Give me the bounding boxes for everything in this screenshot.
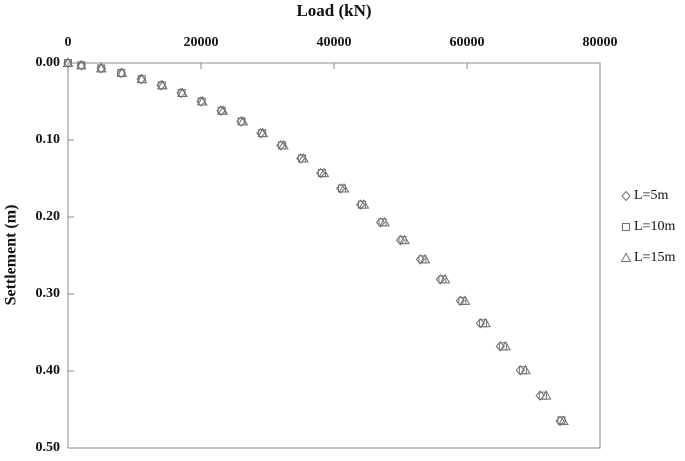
data-point: [540, 390, 552, 400]
legend-marker: [621, 190, 631, 202]
data-point: [278, 139, 289, 150]
data-point: [63, 57, 73, 69]
legend-marker: [620, 252, 632, 262]
data-point: [338, 182, 350, 193]
legend-label: L=10m: [634, 219, 675, 234]
data-point: [520, 364, 531, 375]
data-point: [318, 167, 330, 178]
data-point: [515, 364, 525, 376]
x-tick-label: 0: [65, 35, 72, 50]
data-point: [298, 152, 309, 163]
data-point: [177, 87, 188, 98]
data-point: [480, 317, 491, 328]
data-point: [475, 318, 485, 329]
x-tick-label: 80000: [583, 35, 618, 50]
y-tick-label: 0.00: [36, 55, 61, 70]
data-point: [196, 95, 208, 106]
y-tick-label: 0.30: [36, 286, 61, 301]
y-tick-label: 0.40: [36, 363, 61, 378]
x-axis-title: Load (kN): [296, 1, 371, 20]
data-point: [557, 416, 566, 425]
data-point: [237, 116, 249, 126]
y-axis-title: Settlement (m): [3, 205, 20, 306]
legend-marker: [622, 223, 630, 231]
x-tick-label: 60000: [450, 35, 485, 50]
y-tick-label: 0.10: [36, 132, 61, 147]
data-point: [500, 340, 511, 351]
data-point: [157, 79, 168, 90]
y-tick-label: 0.50: [36, 440, 61, 455]
data-point: [136, 73, 148, 84]
data-point: [558, 415, 569, 426]
data-point: [62, 57, 74, 67]
data-point: [257, 127, 269, 138]
data-point: [116, 67, 128, 78]
y-tick-label: 0.20: [36, 209, 61, 224]
data-point: [399, 234, 410, 245]
x-tick-label: 20000: [184, 35, 219, 50]
plot-frame: [67, 62, 601, 449]
data-point: [535, 390, 545, 401]
legend-label: L=5m: [634, 188, 668, 203]
data-point: [495, 341, 505, 352]
data-point: [75, 59, 87, 70]
data-point: [439, 273, 451, 284]
data-point: [459, 295, 471, 305]
data-point: [379, 216, 390, 227]
data-point: [358, 199, 370, 209]
data-point: [96, 63, 106, 74]
data-point: [217, 105, 229, 115]
data-point: [76, 60, 86, 71]
x-tick-label: 40000: [317, 35, 352, 50]
data-point: [419, 253, 431, 264]
data-point: [95, 62, 107, 73]
legend-label: L=15m: [634, 250, 675, 265]
